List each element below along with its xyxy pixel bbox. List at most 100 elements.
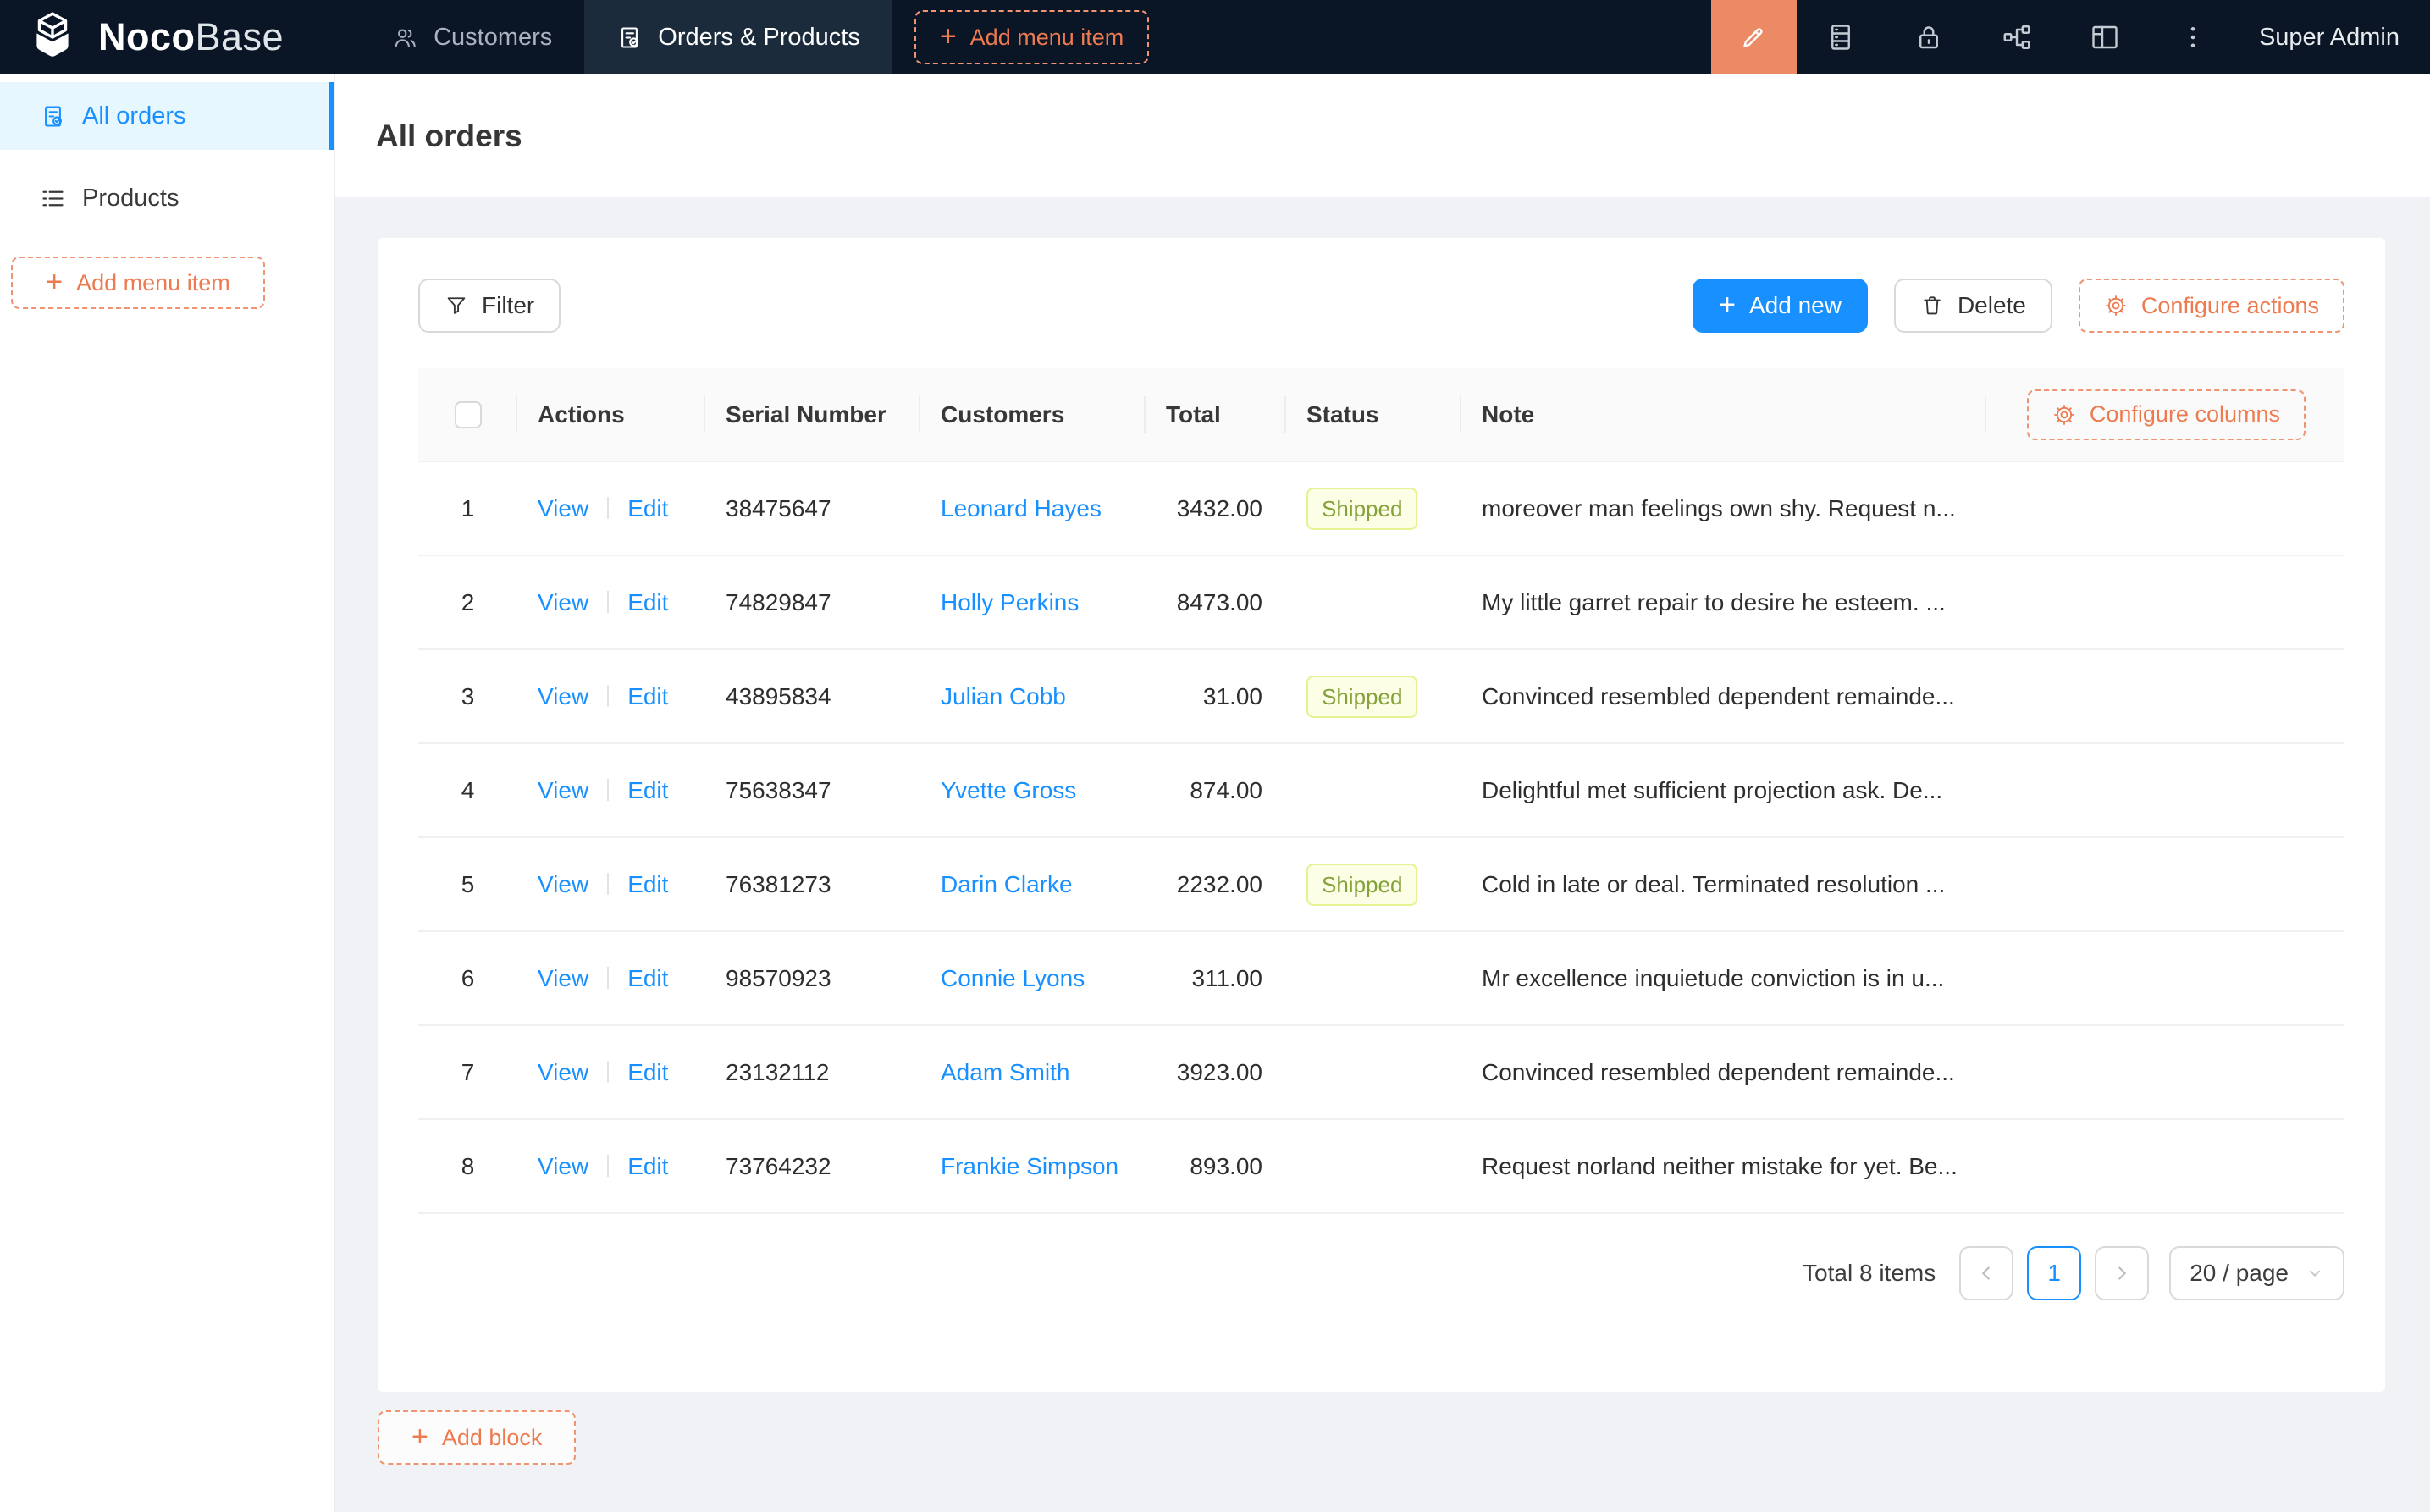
select-all-checkbox[interactable] — [454, 401, 482, 429]
ellipsis-vertical-icon — [2190, 27, 2195, 47]
logo-text: NocoBase — [98, 15, 284, 58]
column-header-customers: Customers — [920, 368, 1146, 462]
customer-link[interactable]: Darin Clarke — [941, 870, 1073, 897]
view-link[interactable]: View — [538, 964, 589, 991]
view-link[interactable]: View — [538, 494, 589, 521]
filter-label: Filter — [482, 292, 535, 318]
column-header-note: Note — [1461, 368, 1986, 462]
action-divider — [607, 778, 610, 801]
view-link[interactable]: View — [538, 1058, 589, 1085]
edit-link[interactable]: Edit — [627, 588, 669, 615]
tab-customers[interactable]: Customers — [360, 0, 584, 74]
chevron-right-icon — [2118, 1266, 2127, 1280]
highlighter-icon — [1743, 28, 1764, 47]
row-index: 7 — [461, 1058, 475, 1085]
add-menu-item-button-sidebar[interactable]: + Add menu item — [11, 257, 265, 309]
view-link[interactable]: View — [538, 776, 589, 803]
add-block-button[interactable]: + Add block — [378, 1410, 577, 1465]
edit-link[interactable]: Edit — [627, 1058, 669, 1085]
total-cell: 2232.00 — [1176, 870, 1262, 897]
total-cell: 3923.00 — [1176, 1058, 1262, 1085]
table-row: 2 View Edit 74829847 Holly Perkins 8473.0… — [418, 555, 2344, 650]
view-link[interactable]: View — [538, 1152, 589, 1179]
edit-link[interactable]: Edit — [627, 776, 669, 803]
serial-number-cell: 75638347 — [726, 776, 831, 803]
table-row: 7 View Edit 23132112 Adam Smith 3923.00 C… — [418, 1025, 2344, 1120]
next-page-button[interactable] — [2095, 1246, 2150, 1300]
edit-link[interactable]: Edit — [627, 494, 669, 521]
row-index: 2 — [461, 588, 475, 615]
action-divider — [607, 1060, 610, 1083]
action-divider — [607, 590, 610, 613]
customer-link[interactable]: Adam Smith — [941, 1058, 1070, 1085]
nocobase-logo[interactable]: NocoBase — [0, 0, 284, 74]
page-1-button[interactable]: 1 — [2027, 1246, 2082, 1300]
user-menu[interactable]: Super Admin — [2258, 23, 2400, 51]
orders-icon — [45, 105, 62, 127]
more-button[interactable] — [2149, 0, 2237, 74]
edit-link[interactable]: Edit — [627, 964, 669, 991]
server-icon — [1831, 25, 1850, 50]
customer-link[interactable]: Connie Lyons — [941, 964, 1085, 991]
page-header: All orders — [335, 74, 2430, 197]
orders-icon — [621, 26, 639, 48]
table-row: 3 View Edit 43895834 Julian Cobb 31.00 Sh… — [418, 649, 2344, 744]
configure-columns-button[interactable]: Configure columns — [2026, 389, 2306, 440]
plus-icon: + — [411, 1421, 428, 1453]
edit-link[interactable]: Edit — [627, 1152, 669, 1179]
status-badge: Shipped — [1306, 863, 1418, 906]
serial-number-cell: 98570923 — [726, 964, 831, 991]
nav-tabs: Customers Orders & Products — [360, 0, 892, 74]
layout-button[interactable] — [2061, 0, 2149, 74]
page-size-select[interactable]: 20 / page — [2169, 1246, 2344, 1300]
trash-icon — [1924, 296, 1941, 315]
nocobase-logo-icon — [36, 12, 69, 57]
customer-link[interactable]: Leonard Hayes — [941, 494, 1102, 521]
customer-link[interactable]: Frankie Simpson — [941, 1152, 1119, 1179]
add-menu-item-button-nav[interactable]: + Add menu item — [914, 10, 1150, 64]
note-cell: Cold in late or deal. Terminated resolut… — [1482, 870, 1946, 897]
view-link[interactable]: View — [538, 870, 589, 897]
note-cell: My little garret repair to desire he est… — [1482, 588, 1946, 615]
action-divider — [607, 966, 610, 989]
view-link[interactable]: View — [538, 682, 589, 709]
permissions-button[interactable] — [1885, 0, 1973, 74]
sidebar-item-all-orders[interactable]: All orders — [0, 82, 334, 150]
plus-icon: + — [939, 20, 957, 52]
data-sources-button[interactable] — [1797, 0, 1885, 74]
column-header-status: Status — [1286, 368, 1461, 462]
serial-number-cell: 74829847 — [726, 588, 831, 615]
action-divider — [607, 496, 610, 519]
column-header-actions: Actions — [517, 368, 705, 462]
serial-number-cell: 73764232 — [726, 1152, 831, 1179]
edit-link[interactable]: Edit — [627, 870, 669, 897]
serial-number-cell: 38475647 — [726, 494, 831, 521]
status-badge: Shipped — [1306, 487, 1418, 530]
pagination-total: Total 8 items — [1803, 1260, 1936, 1286]
tab-orders-products[interactable]: Orders & Products — [584, 0, 892, 74]
sidebar-item-products[interactable]: Products — [0, 164, 334, 232]
main-area: All orders Filter + — [335, 74, 2430, 1512]
ui-editor-button[interactable] — [1710, 0, 1797, 74]
page-size-value: 20 / page — [2190, 1260, 2289, 1286]
configure-actions-button[interactable]: Configure actions — [2078, 279, 2344, 333]
collections-button[interactable] — [1973, 0, 2061, 74]
view-link[interactable]: View — [538, 588, 589, 615]
filter-button[interactable]: Filter — [418, 279, 561, 333]
add-menu-item-label: Add menu item — [76, 269, 230, 295]
row-index: 3 — [461, 682, 475, 709]
prev-page-button[interactable] — [1959, 1246, 2014, 1300]
customer-link[interactable]: Holly Perkins — [941, 588, 1080, 615]
lock-icon — [1919, 26, 1938, 49]
customer-link[interactable]: Julian Cobb — [941, 682, 1066, 709]
delete-button[interactable]: Delete — [1893, 279, 2052, 333]
add-new-button[interactable]: + Add new — [1693, 279, 1868, 333]
plus-icon: + — [1719, 289, 1736, 321]
configure-columns-label: Configure columns — [2089, 401, 2280, 427]
customer-link[interactable]: Yvette Gross — [941, 776, 1077, 803]
total-cell: 8473.00 — [1176, 588, 1262, 615]
action-divider — [607, 1154, 610, 1177]
column-header-total: Total — [1146, 368, 1286, 462]
edit-link[interactable]: Edit — [627, 682, 669, 709]
add-new-label: Add new — [1748, 292, 1842, 318]
